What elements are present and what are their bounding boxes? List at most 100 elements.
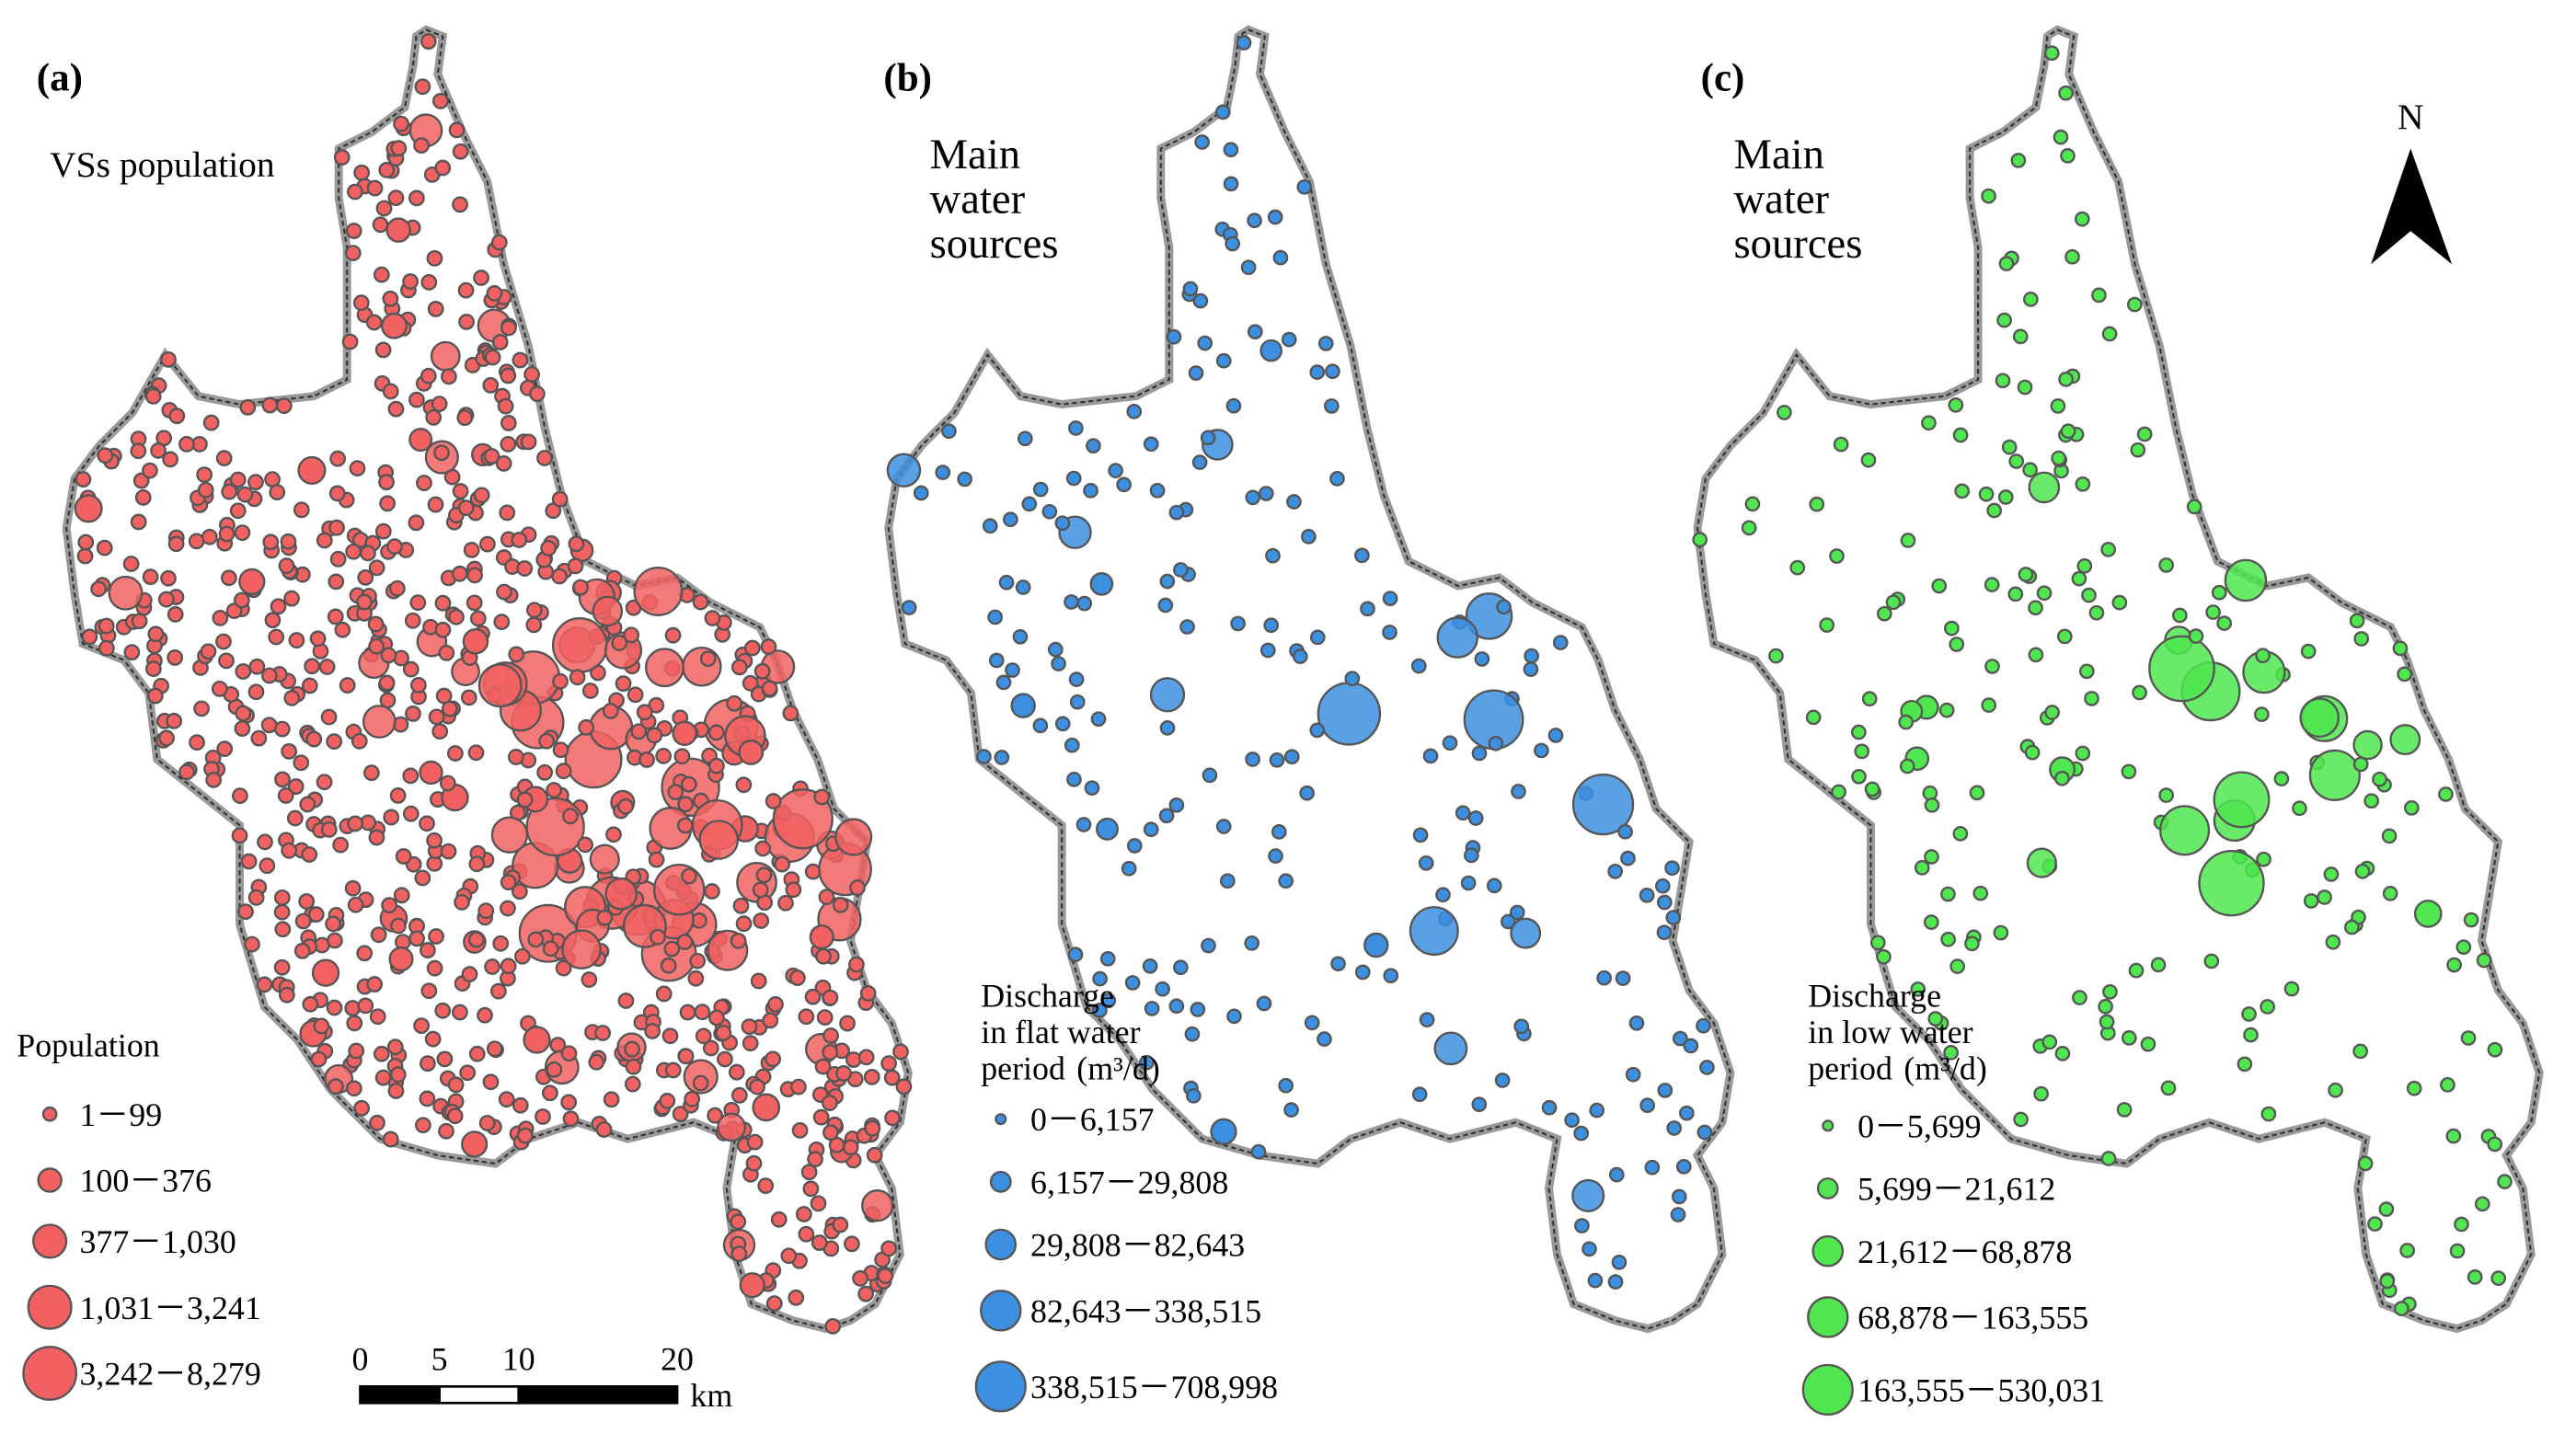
location-dot (1225, 235, 1241, 252)
location-dot (238, 568, 266, 595)
location-dot (404, 612, 421, 629)
location-dot (2283, 981, 2300, 997)
location-dot (197, 481, 214, 499)
location-dot (370, 926, 387, 944)
location-dot (2323, 866, 2340, 882)
location-dot (162, 451, 179, 468)
location-dot (2028, 471, 2061, 504)
scale-segment (359, 1384, 441, 1405)
location-dot (2100, 1151, 2117, 1166)
location-dot (98, 639, 115, 657)
location-dot (2121, 1030, 2137, 1046)
location-dot (1223, 142, 1239, 158)
location-dot (844, 1235, 860, 1253)
location-dot (74, 494, 103, 523)
location-dot (167, 535, 185, 553)
location-dot (262, 533, 280, 551)
legend-title: Discharge (1808, 978, 1941, 1015)
location-dot (605, 826, 622, 843)
location-dot (802, 1180, 820, 1198)
legend-title: Population (17, 1027, 160, 1063)
location-dot (528, 385, 546, 403)
location-dot (383, 809, 400, 826)
location-dot (681, 867, 697, 885)
location-dot (848, 956, 865, 973)
location-dot (374, 1069, 392, 1086)
location-dot (413, 1017, 430, 1034)
location-dot (602, 702, 619, 719)
location-dot (1587, 1272, 1604, 1289)
location-dot (366, 976, 384, 992)
location-dot (142, 462, 158, 479)
location-dot (555, 959, 572, 977)
legend-item: 5,699－21,612 (1857, 1171, 2055, 1208)
location-dot (588, 1053, 605, 1071)
location-dot (1900, 533, 1916, 548)
location-dot (2303, 893, 2319, 909)
location-dot (1200, 430, 1216, 446)
location-dot (2256, 851, 2271, 867)
location-dot (500, 958, 517, 975)
location-dot (1159, 720, 1176, 736)
location-dot (541, 1084, 558, 1102)
location-dot (2018, 567, 2034, 582)
location-dot (715, 1025, 732, 1041)
location-dot (482, 376, 500, 394)
location-dot (1363, 932, 1389, 958)
location-dot (247, 474, 264, 491)
location-dot (458, 314, 475, 330)
location-dot (463, 542, 480, 558)
location-dot (1015, 579, 1031, 595)
location-dot (1309, 629, 1326, 646)
location-dot (456, 409, 474, 427)
location-dot (735, 776, 753, 794)
location-dot (2260, 999, 2275, 1015)
location-dot (468, 1045, 486, 1062)
location-dot (1996, 312, 2012, 328)
location-dot (798, 1225, 815, 1243)
location-dot (2476, 952, 2492, 969)
location-dot (1978, 486, 1995, 502)
location-dot (1166, 328, 1182, 345)
location-dot (477, 1006, 493, 1024)
location-dot (782, 705, 799, 722)
location-dot (477, 663, 523, 708)
location-dot (562, 1110, 580, 1128)
location-dot (229, 471, 247, 488)
location-dot (735, 915, 753, 933)
location-dot (592, 595, 624, 627)
location-dot (247, 889, 265, 906)
location-dot (535, 1108, 551, 1125)
scale-label: 20 (661, 1340, 694, 1377)
location-dot (1179, 619, 1195, 635)
location-dot (2273, 771, 2290, 786)
location-dot (732, 897, 750, 914)
location-dot (1850, 724, 1867, 740)
location-dot (1159, 573, 1176, 590)
location-dot (1214, 104, 1231, 120)
location-dot (1948, 397, 1964, 413)
location-dot (283, 590, 300, 607)
location-dot (1869, 935, 1886, 951)
location-dot (1076, 595, 1093, 612)
legend-title: in flat water (981, 1014, 1140, 1050)
location-dot (859, 985, 877, 1002)
location-dot (1247, 324, 1263, 340)
location-dot (1186, 1087, 1202, 1104)
location-dot (813, 788, 831, 806)
location-dot (2050, 398, 2066, 414)
location-dot (278, 557, 295, 575)
location-dot (1210, 1118, 1237, 1145)
location-dot (428, 708, 445, 726)
location-dot (2186, 499, 2202, 515)
location-dot (425, 408, 443, 426)
location-dot (2463, 912, 2479, 928)
location-dot (389, 579, 406, 597)
location-dot (1573, 1125, 1590, 1141)
location-dot (1041, 503, 1058, 520)
location-dot (1173, 959, 1189, 976)
location-dot (234, 720, 251, 737)
location-dot (677, 1048, 695, 1065)
location-dot (1047, 641, 1064, 658)
location-dot (1581, 1241, 1597, 1257)
